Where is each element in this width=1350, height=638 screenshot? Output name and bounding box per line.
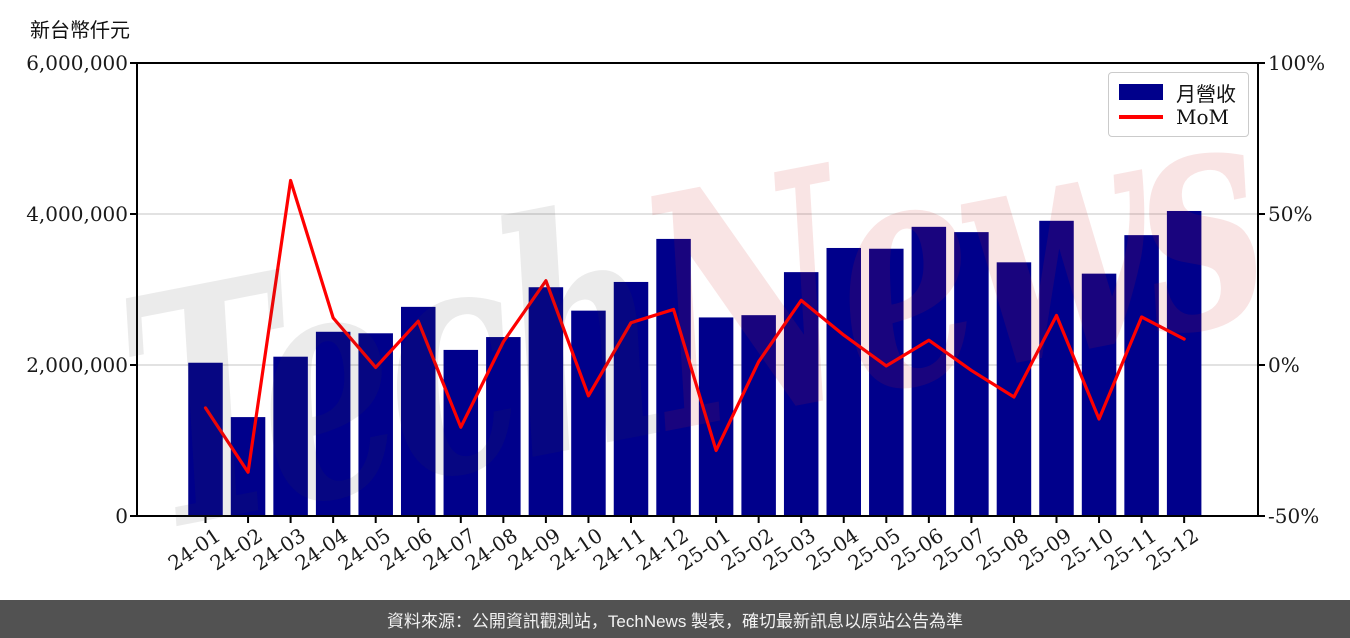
legend-label-revenue: 月營收: [1176, 81, 1236, 106]
source-footer: 資料來源：公開資訊觀測站，TechNews 製表，確切最新訊息以原站公告為準: [0, 600, 1350, 638]
revenue-bar-25-12: [1166, 210, 1202, 517]
revenue-bar-24-01: [188, 362, 223, 516]
mom-line: [203, 178, 1186, 474]
right-axis-label-0%: 0%: [1268, 353, 1300, 377]
revenue-bar-25-11: [1124, 235, 1159, 516]
legend-row-revenue: 月營收: [1119, 80, 1238, 106]
revenue-bar-25-04: [826, 247, 861, 516]
right-axis-label--50%: -50%: [1268, 504, 1320, 528]
revenue-bar-24-12: [656, 238, 691, 517]
right-axis-label-100%: 100%: [1268, 51, 1326, 75]
source-footer-text: 資料來源：公開資訊觀測站，TechNews 製表，確切最新訊息以原站公告為準: [386, 611, 964, 631]
revenue-bar-24-10: [571, 310, 606, 516]
revenue-bar-25-06: [911, 226, 947, 516]
left-axis-label-4,000,000: 4,000,000: [26, 202, 128, 226]
revenue-bar-24-06: [401, 306, 436, 516]
mom-line-swatch: [1119, 114, 1163, 119]
revenue-bar-24-04: [315, 331, 351, 516]
revenue-bar-24-07: [443, 349, 479, 516]
left-axis-label-0: 0: [115, 504, 128, 528]
left-axis-label-2,000,000: 2,000,000: [26, 353, 128, 377]
plot-frame: [136, 62, 1259, 517]
legend-label-mom: MoM: [1176, 104, 1229, 129]
plot-svg: [130, 62, 1265, 523]
revenue-bar-25-09: [1039, 220, 1074, 517]
revenue-bar-25-10: [1081, 273, 1117, 516]
y-axis-unit-title: 新台幣仟元: [30, 20, 130, 42]
left-axis-label-6,000,000: 6,000,000: [26, 51, 128, 75]
right-axis-label-50%: 50%: [1268, 202, 1313, 226]
revenue-bar-25-01: [698, 317, 734, 516]
revenue-bar-swatch: [1119, 84, 1163, 101]
chart-area: 新台幣仟元 TechNews 月營收 MoM 02,000,0004,000,0…: [26, 20, 1326, 605]
revenue-bar-24-05: [358, 333, 393, 516]
revenue-bar-24-09: [528, 287, 564, 516]
revenue-bar-25-03: [783, 272, 819, 516]
revenue-bar-25-07: [954, 232, 989, 516]
legend: 月營收 MoM: [1108, 72, 1249, 137]
legend-row-mom: MoM: [1119, 105, 1238, 129]
revenue-bar-25-05: [869, 248, 904, 517]
revenue-bar-25-02: [741, 315, 776, 516]
revenue-bar-24-03: [273, 356, 308, 516]
revenue-bar-24-11: [613, 281, 649, 516]
